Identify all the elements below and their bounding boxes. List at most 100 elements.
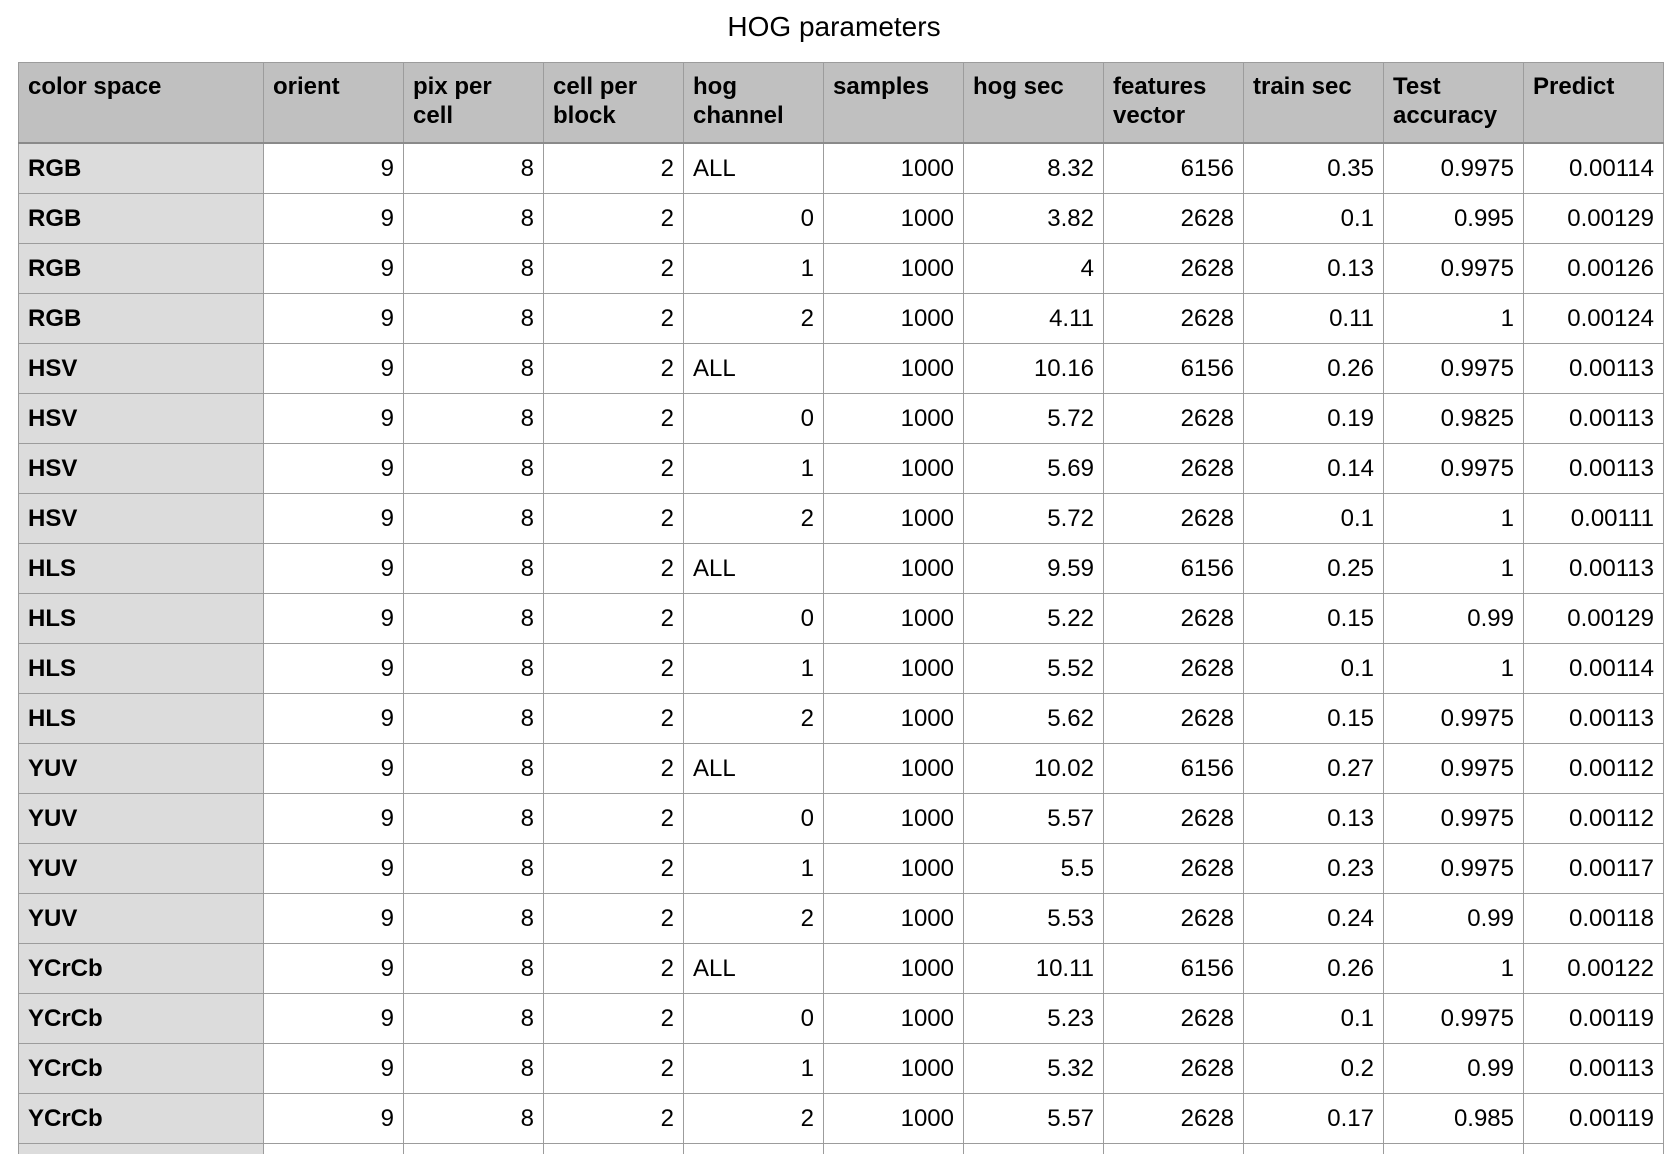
- table-cell[interactable]: 1: [1383, 292, 1524, 344]
- table-cell[interactable]: 1000: [823, 942, 964, 994]
- table-cell[interactable]: 0.00129: [1523, 192, 1664, 244]
- table-cell[interactable]: 9: [263, 392, 404, 444]
- table-cell[interactable]: ALL: [683, 742, 824, 794]
- row-header-cell[interactable]: HLS: [18, 642, 264, 694]
- table-cell[interactable]: 2: [543, 292, 684, 344]
- table-cell[interactable]: 8: [403, 242, 544, 294]
- row-header-cell[interactable]: HSV: [18, 492, 264, 544]
- table-cell[interactable]: 1: [683, 242, 824, 294]
- table-cell[interactable]: [963, 1142, 1104, 1154]
- table-cell[interactable]: 5.52: [963, 642, 1104, 694]
- table-cell[interactable]: 1000: [823, 742, 964, 794]
- row-header-cell[interactable]: HLS: [18, 592, 264, 644]
- table-cell[interactable]: 2628: [1103, 892, 1244, 944]
- table-cell[interactable]: 0.13: [1243, 242, 1384, 294]
- table-cell[interactable]: 5.69: [963, 442, 1104, 494]
- row-header-cell[interactable]: YCrCb: [18, 1042, 264, 1094]
- table-cell[interactable]: 0: [683, 992, 824, 1044]
- table-cell[interactable]: 0.00119: [1523, 1092, 1664, 1144]
- table-cell[interactable]: 0.9975: [1383, 342, 1524, 394]
- table-cell[interactable]: 5.32: [963, 1042, 1104, 1094]
- table-cell[interactable]: 1000: [823, 792, 964, 844]
- table-cell[interactable]: 1000: [823, 592, 964, 644]
- table-cell[interactable]: 2: [543, 992, 684, 1044]
- column-header[interactable]: hog channel: [683, 62, 824, 144]
- table-cell[interactable]: 8: [403, 792, 544, 844]
- table-cell[interactable]: 0.00114: [1523, 642, 1664, 694]
- table-cell[interactable]: ALL: [683, 342, 824, 394]
- table-cell[interactable]: 0.2: [1243, 1042, 1384, 1094]
- table-cell[interactable]: 9: [263, 842, 404, 894]
- table-cell[interactable]: 2: [683, 1092, 824, 1144]
- table-cell[interactable]: 0.00113: [1523, 392, 1664, 444]
- table-cell[interactable]: 8: [403, 442, 544, 494]
- table-cell[interactable]: 2: [543, 842, 684, 894]
- table-cell[interactable]: 1000: [823, 492, 964, 544]
- table-cell[interactable]: 0.99: [1383, 1042, 1524, 1094]
- table-cell[interactable]: [683, 1142, 824, 1154]
- table-cell[interactable]: 8: [403, 592, 544, 644]
- table-cell[interactable]: 0.13: [1243, 792, 1384, 844]
- table-cell[interactable]: 0.00112: [1523, 792, 1664, 844]
- table-cell[interactable]: 2: [543, 542, 684, 594]
- table-cell[interactable]: 0.99: [1383, 592, 1524, 644]
- table-cell[interactable]: 9: [263, 942, 404, 994]
- table-cell[interactable]: ALL: [683, 942, 824, 994]
- table-cell[interactable]: 0.00126: [1523, 242, 1664, 294]
- table-cell[interactable]: 0.9825: [1383, 392, 1524, 444]
- table-cell[interactable]: 0.00118: [1523, 892, 1664, 944]
- table-cell[interactable]: 0.24: [1243, 892, 1384, 944]
- row-header-cell[interactable]: YCrCb: [18, 942, 264, 994]
- table-cell[interactable]: 0.995: [1383, 192, 1524, 244]
- table-cell[interactable]: 0.9975: [1383, 992, 1524, 1044]
- table-cell[interactable]: 1000: [823, 142, 964, 194]
- table-cell[interactable]: 0: [683, 192, 824, 244]
- table-cell[interactable]: 6156: [1103, 342, 1244, 394]
- table-cell[interactable]: 0.00124: [1523, 292, 1664, 344]
- table-cell[interactable]: 1000: [823, 892, 964, 944]
- table-cell[interactable]: 1000: [823, 642, 964, 694]
- row-header-cell[interactable]: RGB: [18, 292, 264, 344]
- table-cell[interactable]: 2: [543, 242, 684, 294]
- table-cell[interactable]: 2628: [1103, 692, 1244, 744]
- table-cell[interactable]: [543, 1142, 684, 1154]
- table-cell[interactable]: 0.9975: [1383, 792, 1524, 844]
- table-cell[interactable]: 1000: [823, 442, 964, 494]
- table-cell[interactable]: 0.25: [1243, 542, 1384, 594]
- table-cell[interactable]: 0.9975: [1383, 442, 1524, 494]
- table-cell[interactable]: 9: [263, 492, 404, 544]
- table-cell[interactable]: 2628: [1103, 242, 1244, 294]
- table-cell[interactable]: 9: [263, 142, 404, 194]
- table-cell[interactable]: 8: [403, 942, 544, 994]
- table-cell[interactable]: 1000: [823, 542, 964, 594]
- table-cell[interactable]: 8: [403, 692, 544, 744]
- table-cell[interactable]: 9: [263, 992, 404, 1044]
- table-cell[interactable]: 0.11: [1243, 292, 1384, 344]
- table-cell[interactable]: 0.00113: [1523, 692, 1664, 744]
- table-cell[interactable]: 9: [263, 642, 404, 694]
- table-cell[interactable]: 10.16: [963, 342, 1104, 394]
- table-cell[interactable]: 5.23: [963, 992, 1104, 1044]
- table-cell[interactable]: 3.82: [963, 192, 1104, 244]
- column-header[interactable]: Test accuracy: [1383, 62, 1524, 144]
- table-cell[interactable]: 1000: [823, 992, 964, 1044]
- table-cell[interactable]: 8: [403, 142, 544, 194]
- table-cell[interactable]: 2: [543, 342, 684, 394]
- row-header-cell[interactable]: YUV: [18, 742, 264, 794]
- table-cell[interactable]: 0.00122: [1523, 942, 1664, 994]
- table-cell[interactable]: 8: [403, 542, 544, 594]
- table-cell[interactable]: 6156: [1103, 942, 1244, 994]
- table-cell[interactable]: 2628: [1103, 1042, 1244, 1094]
- table-cell[interactable]: 10.11: [963, 942, 1104, 994]
- table-cell[interactable]: 2628: [1103, 442, 1244, 494]
- column-header[interactable]: cell per block: [543, 62, 684, 144]
- table-cell[interactable]: 2: [543, 492, 684, 544]
- table-cell[interactable]: 0.00113: [1523, 1042, 1664, 1094]
- table-cell[interactable]: 9: [263, 442, 404, 494]
- table-cell[interactable]: 1: [683, 842, 824, 894]
- table-cell[interactable]: 0.9975: [1383, 142, 1524, 194]
- table-cell[interactable]: 0.00119: [1523, 992, 1664, 1044]
- table-cell[interactable]: ALL: [683, 542, 824, 594]
- table-cell[interactable]: 2628: [1103, 792, 1244, 844]
- table-cell[interactable]: 5.72: [963, 492, 1104, 544]
